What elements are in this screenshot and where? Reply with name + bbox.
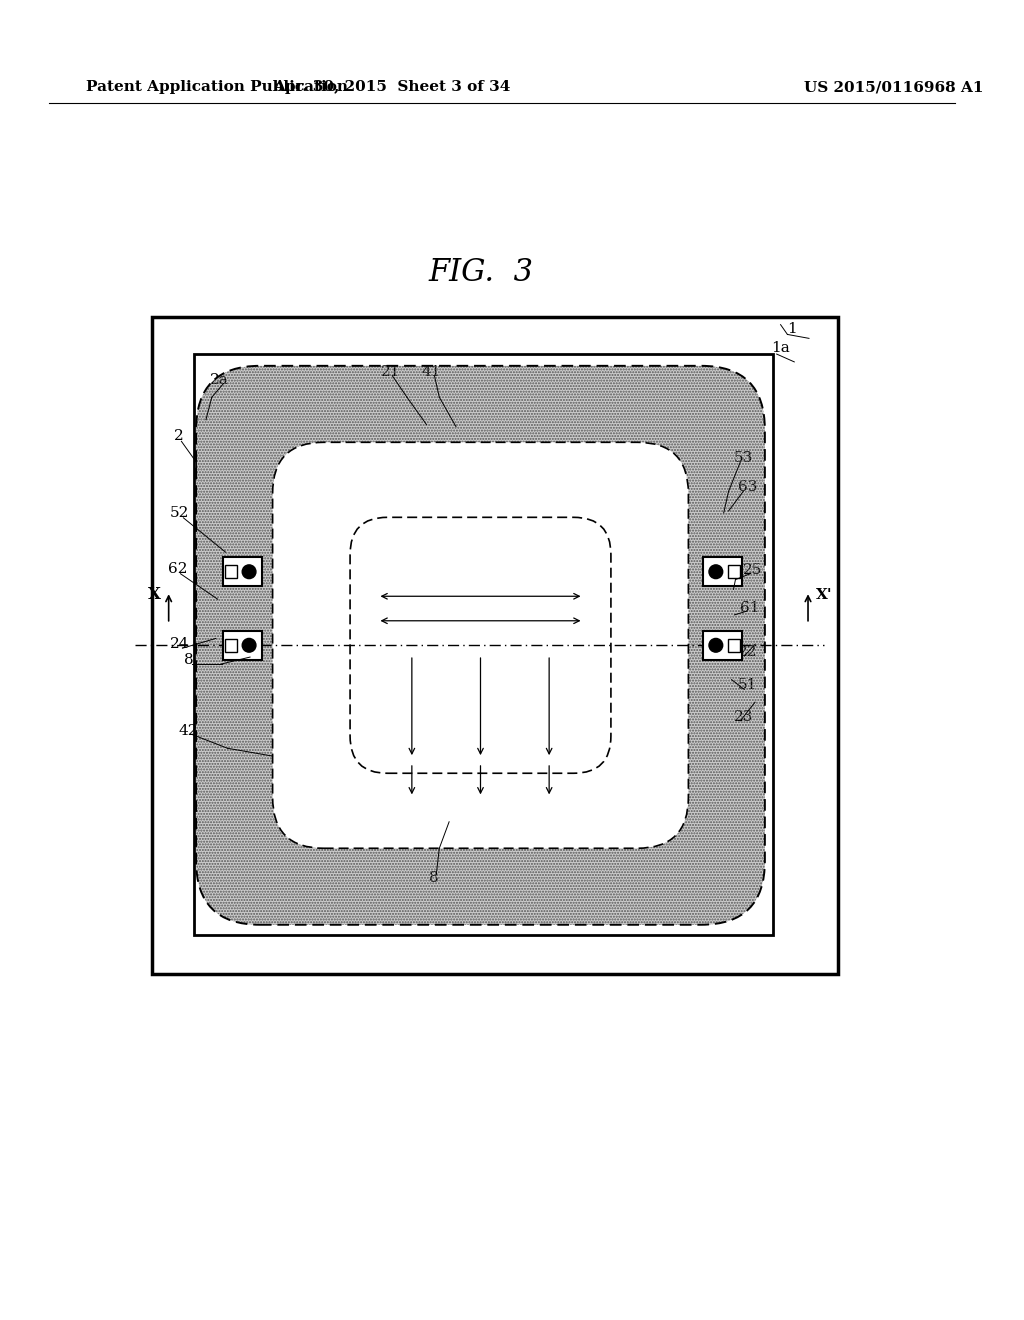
Text: X: X bbox=[147, 586, 161, 603]
Text: 51: 51 bbox=[737, 678, 757, 693]
Text: 1a: 1a bbox=[771, 341, 790, 355]
Text: 2a: 2a bbox=[210, 372, 229, 387]
Text: 1: 1 bbox=[787, 322, 798, 335]
Bar bbox=[224, 639, 238, 652]
Bar bbox=[703, 557, 742, 586]
Text: US 2015/0116968 A1: US 2015/0116968 A1 bbox=[804, 81, 984, 94]
Text: 25: 25 bbox=[743, 562, 763, 577]
Bar bbox=[222, 631, 262, 660]
Text: 22: 22 bbox=[737, 645, 757, 659]
Bar bbox=[728, 565, 740, 578]
Bar bbox=[195, 354, 773, 935]
Bar bbox=[728, 639, 740, 652]
Bar bbox=[224, 565, 238, 578]
Text: 63: 63 bbox=[737, 480, 757, 495]
Text: 2: 2 bbox=[174, 429, 183, 444]
Text: 52: 52 bbox=[170, 506, 189, 520]
Text: FIG.  3: FIG. 3 bbox=[428, 257, 534, 288]
Circle shape bbox=[243, 565, 256, 578]
FancyBboxPatch shape bbox=[350, 517, 611, 774]
Circle shape bbox=[709, 565, 723, 578]
Text: 21: 21 bbox=[381, 364, 400, 379]
Text: Patent Application Publication: Patent Application Publication bbox=[86, 81, 348, 94]
Text: 41: 41 bbox=[422, 364, 441, 379]
Text: 23: 23 bbox=[733, 710, 753, 723]
Text: 8: 8 bbox=[184, 653, 195, 667]
Text: 24: 24 bbox=[170, 638, 189, 651]
FancyBboxPatch shape bbox=[197, 366, 765, 925]
Bar bbox=[222, 557, 262, 586]
Text: 53: 53 bbox=[733, 451, 753, 465]
Bar bbox=[703, 631, 742, 660]
Text: Apr. 30, 2015  Sheet 3 of 34: Apr. 30, 2015 Sheet 3 of 34 bbox=[273, 81, 511, 94]
Text: 61: 61 bbox=[740, 601, 760, 615]
Circle shape bbox=[243, 639, 256, 652]
FancyBboxPatch shape bbox=[272, 442, 688, 849]
Text: X': X' bbox=[816, 589, 833, 602]
Bar bbox=[152, 317, 839, 974]
Text: 8: 8 bbox=[429, 871, 438, 884]
Text: 42: 42 bbox=[178, 723, 198, 738]
Text: 62: 62 bbox=[168, 562, 187, 576]
Circle shape bbox=[709, 639, 723, 652]
